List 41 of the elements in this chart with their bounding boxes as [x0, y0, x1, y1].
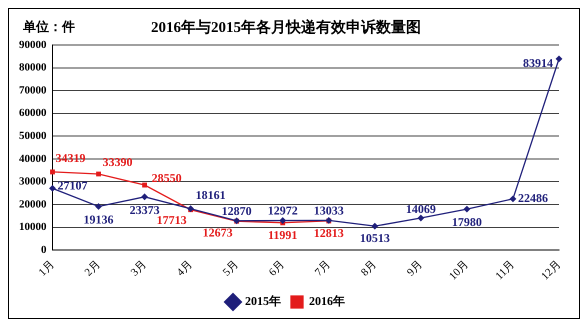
- y-tick-label: 90000: [19, 38, 47, 51]
- y-tick-label: 0: [41, 244, 47, 256]
- legend-label: 2015年: [245, 294, 281, 308]
- x-tick-label: 8月: [358, 258, 379, 279]
- data-label: 22486: [518, 190, 548, 205]
- text: 单位：件: [22, 18, 75, 34]
- data-label: 13033: [314, 204, 344, 218]
- x-tick-label: 4月: [174, 258, 195, 279]
- data-label: 27107: [58, 178, 88, 192]
- data-label: 17980: [452, 215, 482, 230]
- x-tick-label: 7月: [312, 258, 333, 279]
- data-label: 12673: [202, 225, 233, 240]
- x-tick-label: 9月: [404, 258, 426, 279]
- x-tick-label: 3月: [128, 258, 149, 279]
- x-tick-label: 1月: [36, 258, 57, 279]
- y-tick-label: 20000: [19, 198, 47, 210]
- y-tick-label: 60000: [19, 107, 47, 120]
- data-label: 12870: [222, 204, 252, 218]
- y-tick-label: 30000: [19, 176, 47, 188]
- x-tick-label: 11月: [493, 258, 518, 282]
- data-label: 11991: [268, 228, 298, 242]
- x-tick-label: 12月: [539, 258, 564, 282]
- x-tick-label: 2月: [82, 258, 103, 279]
- y-tick-label: 40000: [19, 152, 47, 165]
- data-label: 33390: [102, 155, 133, 170]
- data-label: 10513: [360, 231, 390, 246]
- data-label: 18161: [196, 188, 226, 202]
- data-label: 14069: [406, 202, 436, 216]
- chart-title: 2016年与2015年各月快递有效申诉数量图: [151, 18, 421, 36]
- data-label: 12972: [268, 204, 298, 218]
- x-tick-label: 5月: [220, 258, 241, 279]
- x-tick-label: 6月: [266, 258, 287, 279]
- y-tick-label: 80000: [19, 62, 47, 74]
- data-label: 19136: [84, 212, 114, 227]
- data-label: 83914: [523, 56, 553, 70]
- y-tick-label: 10000: [19, 221, 47, 234]
- data-label: 12813: [314, 226, 344, 240]
- y-tick-label: 70000: [19, 84, 47, 96]
- legend-label: 2016年: [309, 294, 345, 308]
- y-tick-label: 50000: [19, 130, 47, 142]
- x-tick-label: 10月: [447, 258, 472, 282]
